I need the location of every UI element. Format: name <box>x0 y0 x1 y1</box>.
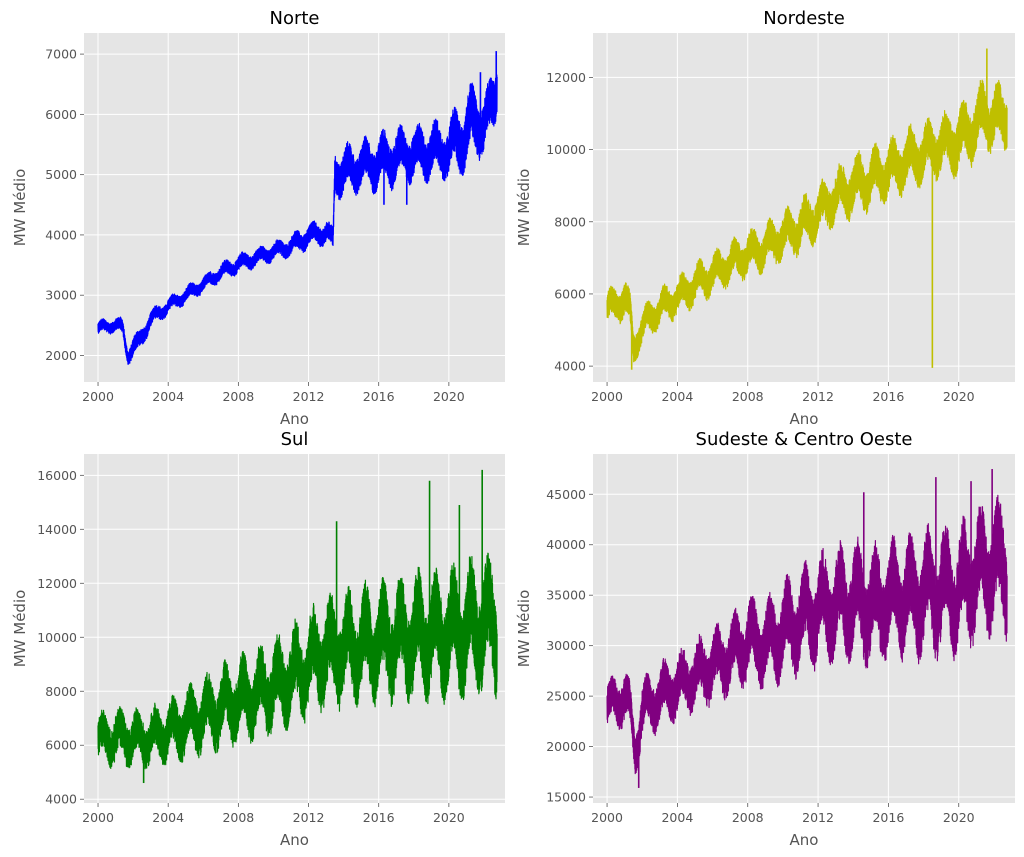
y-tick-label: 2000 <box>45 348 77 363</box>
y-tick-label: 4000 <box>554 359 586 374</box>
y-tick-label: 20000 <box>546 739 586 754</box>
x-axis-label: Ano <box>790 831 819 849</box>
series-line-sudeste-centro-oeste <box>606 494 1008 775</box>
x-tick-label: 2008 <box>222 389 254 404</box>
plot-area-norte <box>84 33 505 382</box>
y-tick-label: 12000 <box>37 576 77 591</box>
x-tick-label: 2004 <box>152 810 184 825</box>
x-tick-label: 2016 <box>872 810 904 825</box>
y-tick-label: 16000 <box>37 468 77 483</box>
y-tick-label: 8000 <box>45 684 77 699</box>
panel-title: Norte <box>269 8 319 29</box>
y-tick-label: 40000 <box>546 537 586 552</box>
y-tick-label: 4000 <box>45 792 77 807</box>
y-tick-label: 45000 <box>546 487 586 502</box>
panel-title: Nordeste <box>763 8 845 29</box>
y-tick-label: 7000 <box>45 47 77 62</box>
y-tick-label: 4000 <box>45 227 77 242</box>
x-tick-label: 2008 <box>732 389 764 404</box>
x-axis-label: Ano <box>280 831 309 849</box>
y-tick-label: 25000 <box>546 689 586 704</box>
x-tick-label: 2000 <box>591 389 623 404</box>
x-tick-label: 2012 <box>293 389 325 404</box>
chart-panel-sul: 2000 2004 2008 2012 2016 2020 4000 6000 8000 1000… <box>11 429 505 849</box>
x-tick-label: 2020 <box>433 389 465 404</box>
series-line-sul <box>97 552 498 770</box>
x-tick-label: 2004 <box>661 389 693 404</box>
y-axis-label: MW Médio <box>11 169 29 247</box>
y-tick-label: 10000 <box>546 142 586 157</box>
y-tick-label: 35000 <box>546 588 586 603</box>
x-axis-label: Ano <box>790 410 819 428</box>
x-tick-label: 2008 <box>222 810 254 825</box>
y-tick-label: 6000 <box>45 107 77 122</box>
y-tick-label: 12000 <box>546 70 586 85</box>
x-tick-label: 2004 <box>661 810 693 825</box>
x-tick-label: 2016 <box>872 389 904 404</box>
x-tick-label: 2016 <box>363 389 395 404</box>
y-tick-label: 15000 <box>546 790 586 805</box>
y-axis-label: MW Médio <box>11 590 29 668</box>
x-tick-label: 2012 <box>293 810 325 825</box>
x-tick-label: 2000 <box>591 810 623 825</box>
y-axis-label: MW Médio <box>515 590 533 668</box>
x-tick-label: 2008 <box>732 810 764 825</box>
x-tick-label: 2020 <box>943 810 975 825</box>
x-tick-label: 2016 <box>363 810 395 825</box>
series-line-nordeste <box>606 79 1008 363</box>
y-tick-label: 6000 <box>45 738 77 753</box>
chart-panel-nordeste: 2000 2004 2008 2012 2016 2020 4000 6000 8000 1000… <box>515 8 1015 428</box>
x-tick-label: 2000 <box>82 389 114 404</box>
chart-panel-norte: 2000 2004 2008 2012 2016 2020 2000 3000 4000 5000… <box>11 8 505 428</box>
y-tick-label: 8000 <box>554 214 586 229</box>
chart-panel-sudeste-centro-oeste: 2000 2004 2008 2012 2016 2020 15000 20000 25000 3… <box>515 429 1015 849</box>
y-tick-label: 10000 <box>37 630 77 645</box>
x-tick-label: 2004 <box>152 389 184 404</box>
x-tick-label: 2012 <box>802 810 834 825</box>
x-tick-label: 2000 <box>82 810 114 825</box>
y-tick-label: 30000 <box>546 638 586 653</box>
panel-title: Sul <box>281 429 309 450</box>
series-line-norte <box>97 74 498 365</box>
x-axis-label: Ano <box>280 410 309 428</box>
y-tick-label: 14000 <box>37 522 77 537</box>
y-tick-label: 6000 <box>554 286 586 301</box>
x-tick-label: 2020 <box>943 389 975 404</box>
y-axis-label: MW Médio <box>515 169 533 247</box>
panel-title: Sudeste & Centro Oeste <box>696 429 913 450</box>
y-tick-label: 3000 <box>45 288 77 303</box>
x-tick-label: 2020 <box>433 810 465 825</box>
y-tick-label: 5000 <box>45 167 77 182</box>
x-tick-label: 2012 <box>802 389 834 404</box>
